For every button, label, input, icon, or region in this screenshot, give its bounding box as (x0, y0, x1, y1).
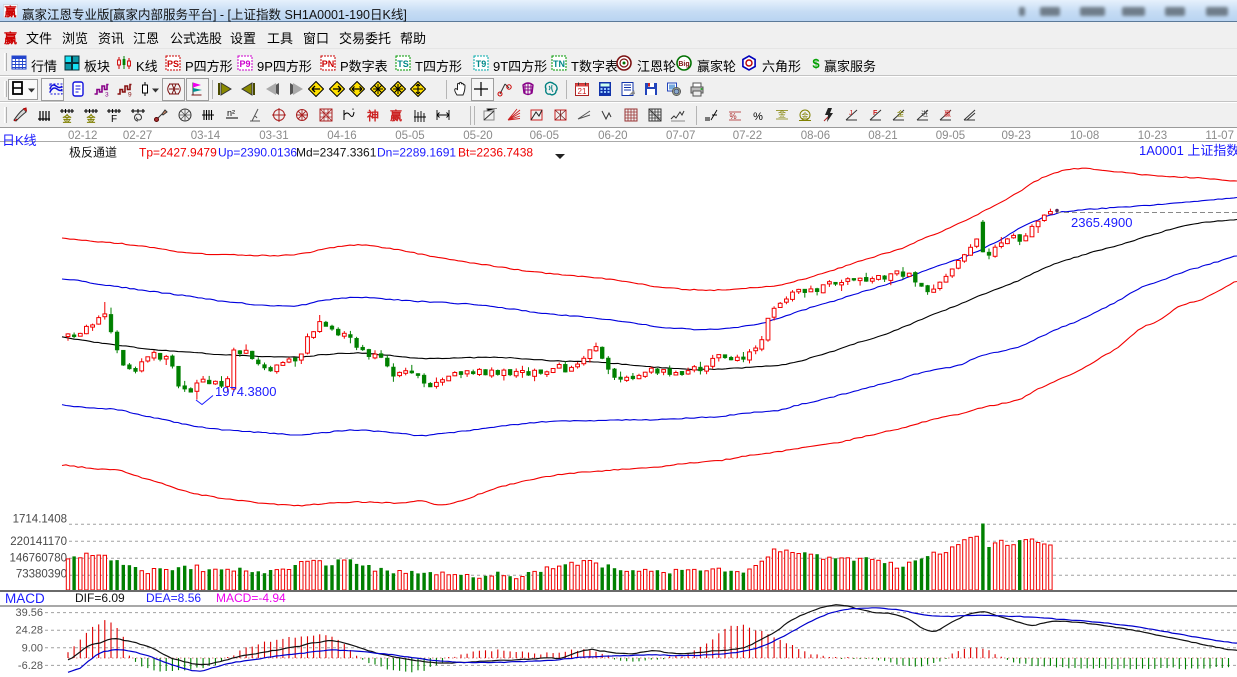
svg-text:金: 金 (61, 113, 72, 123)
svg-text:06-20: 06-20 (598, 130, 627, 142)
svg-text:2365.4900: 2365.4900 (1071, 215, 1132, 230)
svg-text:Dn=2289.1691: Dn=2289.1691 (377, 146, 456, 160)
svg-text:3: 3 (105, 92, 109, 98)
svg-text:02-27: 02-27 (123, 130, 152, 142)
svg-text:%: % (729, 112, 736, 121)
svg-text:DEA=8.56: DEA=8.56 (146, 591, 201, 605)
svg-text:MACD: MACD (5, 591, 45, 606)
svg-text:赢: 赢 (944, 109, 951, 118)
svg-text:": " (352, 109, 354, 115)
svg-text:Md=2347.3361: Md=2347.3361 (296, 146, 377, 160)
svg-text:金: 金 (85, 113, 96, 123)
svg-text:11-07: 11-07 (1205, 130, 1234, 142)
svg-text:金: 金 (778, 109, 786, 119)
svg-text:73380390: 73380390 (16, 569, 67, 581)
svg-text:1A0001 上证指数: 1A0001 上证指数 (1139, 143, 1237, 158)
svg-text:05-20: 05-20 (463, 130, 492, 142)
svg-text:09-23: 09-23 (1001, 130, 1030, 142)
svg-text:TN: TN (553, 59, 565, 69)
svg-text:金: 金 (897, 109, 904, 118)
svg-text:J: J (849, 110, 853, 117)
svg-text:04-16: 04-16 (327, 130, 356, 142)
svg-text:TS: TS (397, 59, 409, 69)
svg-text:F: F (873, 110, 878, 117)
svg-text:日K线: 日K线 (2, 133, 37, 148)
svg-text:T9: T9 (476, 59, 487, 69)
svg-text:DIF=6.09: DIF=6.09 (75, 591, 125, 605)
svg-text:-6.28: -6.28 (18, 660, 43, 672)
svg-text:08-06: 08-06 (801, 130, 830, 142)
svg-text:PS: PS (167, 59, 179, 69)
svg-text:09-05: 09-05 (936, 130, 965, 142)
svg-text:07-07: 07-07 (666, 130, 695, 142)
svg-text:神: 神 (366, 108, 378, 123)
svg-text:06-05: 06-05 (530, 130, 559, 142)
svg-text:P9: P9 (239, 59, 250, 69)
svg-text:PN: PN (322, 59, 335, 69)
svg-text:赢: 赢 (390, 108, 402, 123)
svg-text:MACD=-4.94: MACD=-4.94 (216, 591, 286, 605)
svg-text:n²: n² (226, 108, 234, 118)
svg-text:进: 进 (921, 110, 928, 118)
svg-text:02-12: 02-12 (68, 130, 97, 142)
svg-text:39.56: 39.56 (15, 607, 43, 619)
svg-text:03-31: 03-31 (259, 130, 288, 142)
svg-text:9.00: 9.00 (22, 642, 43, 654)
svg-text:极反通道: 极反通道 (69, 146, 117, 160)
svg-text:03-14: 03-14 (191, 130, 221, 142)
svg-text:10-23: 10-23 (1138, 130, 1167, 142)
svg-text:金: 金 (802, 111, 809, 120)
svg-text:07-22: 07-22 (733, 130, 762, 142)
svg-text:05-05: 05-05 (395, 130, 424, 142)
svg-text:24.28: 24.28 (15, 625, 43, 637)
svg-text:9: 9 (128, 92, 132, 98)
svg-text:$: $ (812, 56, 820, 71)
svg-text:08-21: 08-21 (868, 130, 897, 142)
svg-text:1974.3800: 1974.3800 (215, 384, 276, 399)
svg-text:220141170: 220141170 (10, 536, 67, 548)
svg-text:Bt=2236.7438: Bt=2236.7438 (458, 146, 533, 160)
svg-text:%: % (753, 111, 763, 123)
svg-text:F: F (111, 114, 117, 123)
svg-text:1714.1408: 1714.1408 (13, 513, 67, 525)
svg-text:Up=2390.0136: Up=2390.0136 (218, 146, 297, 160)
svg-text:146760780: 146760780 (9, 553, 67, 565)
svg-text:Tp=2427.9479: Tp=2427.9479 (139, 146, 217, 160)
svg-text:21: 21 (578, 87, 587, 96)
svg-text:Big: Big (678, 61, 689, 68)
svg-text:10-08: 10-08 (1070, 130, 1099, 142)
